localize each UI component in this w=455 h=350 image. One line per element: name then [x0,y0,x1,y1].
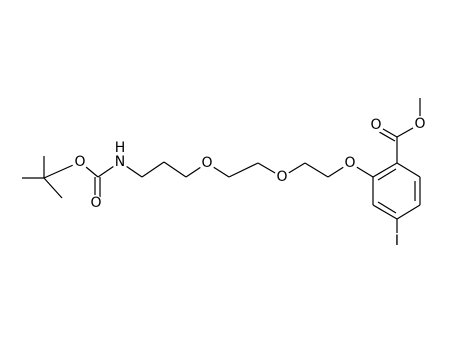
atom-label: N [115,154,125,170]
atom-label: O [370,117,381,133]
atom-label: I [395,233,399,249]
atom-label: O [90,195,101,211]
atom-label: O [414,116,425,132]
atom-label: O [74,154,85,170]
atom-label: O [344,155,355,171]
atom-label: H [115,140,126,156]
atom-label: O [276,169,287,185]
label-masks [72,116,428,249]
atom-label: O [201,155,212,171]
bonds [22,98,421,241]
